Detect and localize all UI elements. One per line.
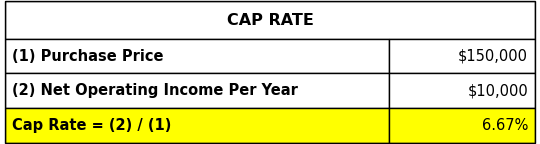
Bar (389, 39, 535, 73)
Text: 6.67%: 6.67% (482, 118, 528, 133)
Bar (389, 73, 535, 108)
Bar (389, 108, 535, 143)
Text: (2) Net Operating Income Per Year: (2) Net Operating Income Per Year (12, 83, 298, 98)
Text: (1) Purchase Price: (1) Purchase Price (12, 49, 163, 64)
Bar (5, 108, 389, 143)
Text: $150,000: $150,000 (458, 49, 528, 64)
Bar (5, 39, 389, 73)
Text: Cap Rate = (2) / (1): Cap Rate = (2) / (1) (12, 118, 171, 133)
Bar (5, 1, 535, 39)
Text: CAP RATE: CAP RATE (227, 13, 313, 28)
Text: $10,000: $10,000 (468, 83, 528, 98)
Bar (5, 73, 389, 108)
